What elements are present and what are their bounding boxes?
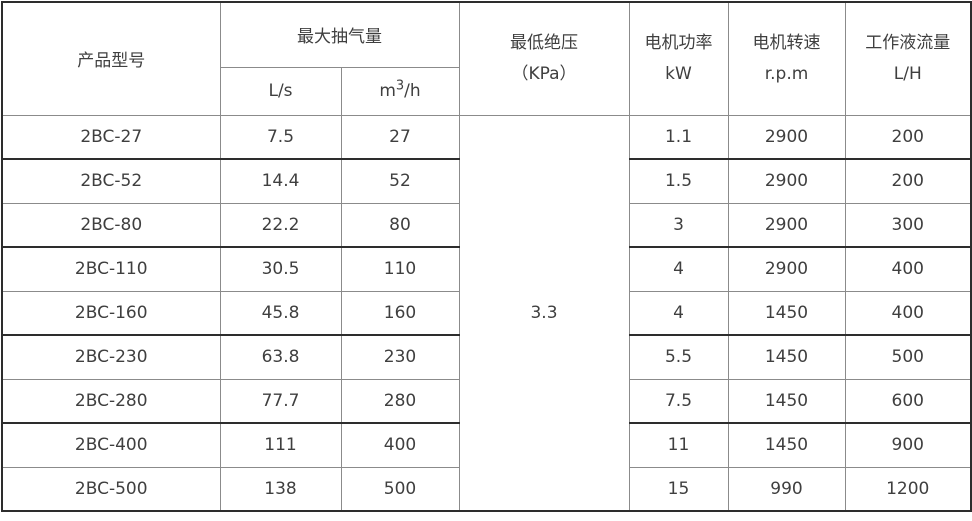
cell-ls: 14.4 [219, 158, 342, 204]
table-row: 2BC-52 14.4 52 1.5 2900 200 [1, 158, 972, 204]
cell-lh: 200 [844, 158, 972, 204]
col-header-product-model: 产品型号 [1, 1, 221, 116]
col-header-fluid-flow: 工作液流量 L/H [844, 1, 972, 116]
cell-m3h: 230 [340, 334, 460, 380]
motor-power-label: 电机功率 [644, 32, 713, 53]
cell-model: 2BC-230 [1, 334, 221, 380]
motor-power-unit: kW [665, 63, 692, 84]
cell-model: 2BC-280 [1, 378, 221, 424]
cell-kw: 7.5 [628, 378, 729, 424]
cell-m3h: 27 [340, 114, 460, 160]
cell-rpm: 2900 [727, 114, 846, 160]
cell-model: 2BC-160 [1, 290, 221, 336]
header-row-2: L/s m3/h [2, 66, 971, 116]
cell-lh: 400 [844, 290, 972, 336]
cell-model: 2BC-110 [1, 246, 221, 292]
cell-model: 2BC-52 [1, 158, 221, 204]
motor-speed-label: 电机转速 [752, 32, 821, 53]
cell-lh: 1200 [844, 466, 972, 512]
cell-m3h: 280 [340, 378, 460, 424]
cell-ls: 77.7 [219, 378, 342, 424]
unit-m3h-suffix: /h [404, 81, 421, 101]
table-body: 2BC-27 7.5 27 3.3 1.1 2900 200 2BC-52 14… [1, 114, 972, 512]
cell-kw: 5.5 [628, 334, 729, 380]
cell-ls: 111 [219, 422, 342, 468]
cell-ls: 63.8 [219, 334, 342, 380]
cell-lh: 600 [844, 378, 972, 424]
cell-m3h: 160 [340, 290, 460, 336]
cell-m3h: 52 [340, 158, 460, 204]
table-row: 2BC-160 45.8 160 4 1450 400 [1, 290, 972, 336]
cell-rpm: 990 [727, 466, 846, 512]
motor-speed-unit: r.p.m [764, 63, 809, 84]
cell-kw: 4 [628, 290, 729, 336]
cell-kw: 15 [628, 466, 729, 512]
fluid-flow-unit: L/H [893, 63, 922, 84]
cell-lh: 200 [844, 114, 972, 160]
cell-ls: 7.5 [219, 114, 342, 160]
cell-kw: 11 [628, 422, 729, 468]
cell-rpm: 1450 [727, 378, 846, 424]
cell-m3h: 500 [340, 466, 460, 512]
table-header: 产品型号 最大抽气量 最低绝压 （KPa） 电机功率 kW 电机转速 r.p.m… [1, 1, 972, 116]
cell-ls: 138 [219, 466, 342, 512]
col-header-motor-speed: 电机转速 r.p.m [727, 1, 846, 116]
cell-model: 2BC-80 [1, 202, 221, 248]
cell-lh: 500 [844, 334, 972, 380]
fluid-flow-label: 工作液流量 [865, 32, 951, 53]
cell-ls: 45.8 [219, 290, 342, 336]
cell-rpm: 2900 [727, 246, 846, 292]
col-header-unit-ls: L/s [219, 66, 342, 116]
min-pressure-unit: （KPa） [511, 63, 577, 84]
col-header-max-capacity-group: 最大抽气量 [219, 1, 460, 68]
cell-lh: 300 [844, 202, 972, 248]
cell-rpm: 1450 [727, 334, 846, 380]
pump-spec-table: 产品型号 最大抽气量 最低绝压 （KPa） 电机功率 kW 电机转速 r.p.m… [1, 1, 972, 512]
header-row-1: 产品型号 最大抽气量 最低绝压 （KPa） 电机功率 kW 电机转速 r.p.m… [1, 1, 972, 116]
cell-kw: 3 [628, 202, 729, 248]
cell-kw: 1.5 [628, 158, 729, 204]
cell-lh: 400 [844, 246, 972, 292]
min-pressure-label: 最低绝压 [510, 32, 578, 53]
cell-model: 2BC-500 [1, 466, 221, 512]
cell-rpm: 2900 [727, 202, 846, 248]
cell-lh: 900 [844, 422, 972, 468]
unit-m3h-superscript: 3 [395, 78, 405, 94]
col-header-motor-power: 电机功率 kW [628, 1, 729, 116]
cell-m3h: 400 [340, 422, 460, 468]
table-row: 2BC-280 77.7 280 7.5 1450 600 [1, 378, 972, 424]
table-row: 2BC-400 111 400 11 1450 900 [1, 422, 972, 468]
cell-rpm: 1450 [727, 290, 846, 336]
cell-m3h: 80 [340, 202, 460, 248]
cell-rpm: 2900 [727, 158, 846, 204]
col-header-unit-m3h: m3/h [340, 66, 460, 116]
cell-model: 2BC-400 [1, 422, 221, 468]
cell-model: 2BC-27 [1, 114, 221, 160]
table-row: 2BC-230 63.8 230 5.5 1450 500 [1, 334, 972, 380]
cell-m3h: 110 [340, 246, 460, 292]
unit-m3h-base: m [379, 81, 396, 101]
col-header-min-pressure: 最低绝压 （KPa） [458, 1, 630, 116]
table-row: 2BC-80 22.2 80 3 2900 300 [1, 202, 972, 248]
cell-kw: 1.1 [628, 114, 729, 160]
table-row: 2BC-500 138 500 15 990 1200 [1, 466, 972, 512]
cell-min-pressure-merged: 3.3 [458, 114, 630, 512]
cell-ls: 22.2 [219, 202, 342, 248]
cell-rpm: 1450 [727, 422, 846, 468]
cell-ls: 30.5 [219, 246, 342, 292]
cell-kw: 4 [628, 246, 729, 292]
table-row: 2BC-27 7.5 27 3.3 1.1 2900 200 [1, 114, 972, 512]
